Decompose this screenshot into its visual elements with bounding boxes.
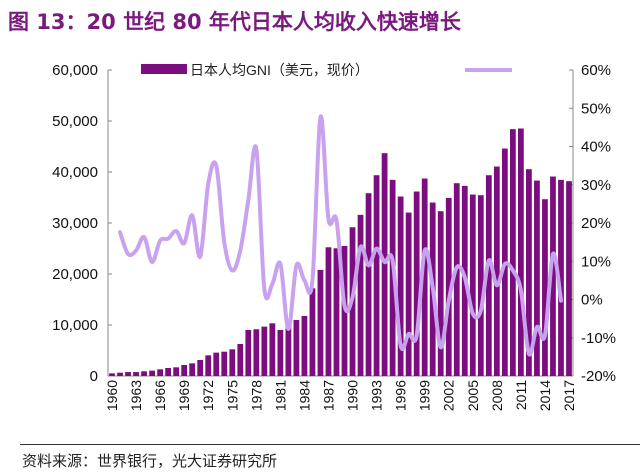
bar — [237, 343, 244, 376]
bar — [333, 248, 340, 376]
bar — [245, 329, 252, 376]
x-tick-label: 1990 — [345, 380, 361, 411]
bar — [229, 349, 236, 376]
bar — [381, 153, 388, 376]
bar — [125, 372, 131, 376]
bar — [365, 193, 372, 376]
x-tick-label: 1996 — [393, 380, 409, 411]
left-tick-label: 60,000 — [52, 62, 98, 79]
bar — [526, 169, 532, 376]
bar — [357, 214, 364, 376]
bar — [397, 196, 404, 376]
bar — [189, 363, 196, 376]
x-tick-label: 2014 — [537, 380, 553, 411]
bar — [493, 166, 500, 376]
bar — [117, 372, 123, 376]
bar — [205, 355, 212, 376]
x-tick-label: 1975 — [224, 380, 240, 411]
bar — [373, 175, 380, 376]
bar — [173, 367, 180, 376]
bar — [453, 183, 460, 376]
right-tick-label: -20% — [581, 368, 616, 385]
source-note: 资料来源：世界银行，光大证券研究所 — [22, 452, 278, 470]
bar — [558, 179, 564, 376]
x-tick-label: 1966 — [152, 380, 168, 411]
bar — [509, 129, 516, 376]
bar — [149, 370, 155, 376]
bar — [261, 326, 268, 376]
right-tick-label: 40% — [581, 139, 611, 156]
left-tick-label: 20,000 — [52, 266, 98, 283]
x-tick-label: 2002 — [441, 380, 457, 411]
legend-swatch-bars — [141, 64, 187, 74]
right-tick-label: 60% — [581, 62, 611, 79]
x-tick-label: 1960 — [104, 380, 120, 411]
bar — [566, 181, 572, 376]
bar — [157, 369, 163, 376]
bar — [165, 367, 172, 376]
bar — [269, 323, 276, 376]
x-tick-label: 1984 — [296, 380, 312, 411]
bar — [437, 211, 444, 376]
x-tick-label: 1981 — [272, 380, 288, 411]
left-tick-label: 0 — [90, 368, 98, 385]
bar — [421, 178, 428, 376]
bar — [518, 128, 524, 376]
bar — [213, 352, 220, 376]
bar — [469, 194, 476, 376]
bar — [485, 175, 492, 376]
bar — [141, 371, 147, 376]
bar — [301, 315, 308, 376]
right-tick-label: -10% — [581, 330, 616, 347]
x-tick-label: 1987 — [320, 380, 336, 411]
bar — [477, 195, 484, 376]
legend-label-bars: 日本人均GNI（美元，现价） — [190, 62, 369, 78]
x-tick-label: 1969 — [176, 380, 192, 411]
right-tick-label: 50% — [581, 100, 611, 117]
bar — [293, 319, 300, 376]
right-tick-label: 0% — [581, 292, 603, 309]
left-tick-label: 30,000 — [52, 215, 98, 232]
bar — [221, 351, 228, 376]
bar — [550, 176, 556, 376]
left-tick-label: 50,000 — [52, 113, 98, 130]
bar — [317, 269, 324, 376]
right-tick-label: 10% — [581, 253, 611, 270]
bar — [181, 364, 188, 376]
bar — [253, 329, 260, 376]
bar — [109, 373, 115, 376]
x-tick-label: 1993 — [369, 380, 385, 411]
x-tick-label: 2017 — [561, 380, 577, 411]
right-tick-label: 20% — [581, 215, 611, 232]
bar — [325, 247, 332, 376]
bar — [309, 288, 316, 376]
bar — [285, 321, 292, 376]
bar — [534, 180, 540, 376]
x-tick-label: 1963 — [128, 380, 144, 411]
x-tick-label: 2011 — [513, 380, 529, 410]
left-tick-label: 40,000 — [52, 164, 98, 181]
bar — [445, 197, 452, 376]
chart: 0 10,000 20,000 30,000 40,000 50,000 60,000 -20… — [52, 62, 616, 411]
bar — [542, 199, 548, 376]
right-tick-label: 30% — [581, 177, 611, 194]
bar — [405, 212, 412, 376]
left-tick-label: 10,000 — [52, 317, 98, 334]
bar — [197, 359, 204, 376]
x-tick-label: 2008 — [489, 380, 505, 411]
x-tick-label: 1999 — [417, 380, 433, 411]
bar — [277, 329, 284, 376]
bar — [413, 191, 420, 376]
x-tick-label: 1972 — [200, 380, 216, 411]
divider — [20, 444, 640, 445]
bar — [133, 372, 139, 376]
x-tick-label: 2005 — [465, 380, 481, 411]
chart-title: 图 13：20 世纪 80 年代日本人均收入快速增长 — [8, 10, 461, 34]
x-tick-label: 1978 — [248, 380, 264, 411]
